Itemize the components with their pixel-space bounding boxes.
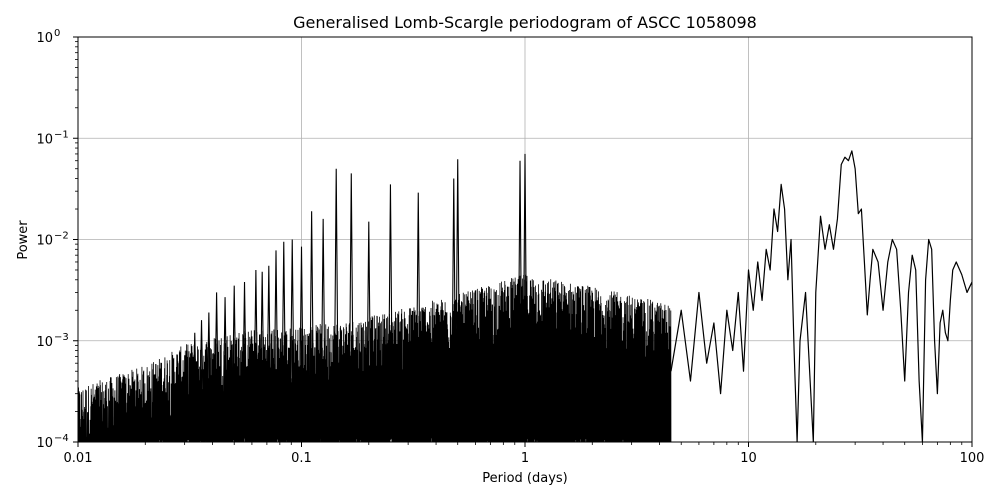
periodogram-peak [348,173,355,442]
y-tick-label: 10 [36,335,53,350]
periodogram-peak [198,320,205,442]
dense-noise-series [78,274,672,442]
periodogram-peak [231,285,237,442]
periodogram-peak [454,159,461,442]
periodogram-peak [289,239,295,442]
x-tick-label: 100 [960,451,985,466]
y-axis-label: Power [16,220,31,260]
y-tick-exponent: 0 [54,28,60,39]
periodogram-peak [206,312,212,442]
periodogram-peak [298,246,305,442]
y-tick-exponent: −2 [54,231,69,242]
x-axis-label: Period (days) [482,471,568,486]
long-period-series [670,150,972,442]
chart-title: Generalised Lomb-Scargle periodogram of … [293,13,757,32]
y-tick-exponent: −4 [54,433,69,444]
data-series [78,150,972,442]
periodogram-peak [281,241,287,442]
x-tick-label: 0.01 [64,451,93,466]
periodogram-peak [415,192,422,442]
y-tick-label: 10 [36,132,53,147]
periodogram-peak [320,218,326,442]
periodogram-peak [213,292,220,442]
periodogram-peak [517,160,523,442]
periodogram-peak [192,332,198,442]
periodogram-peak [308,211,315,442]
periodogram-peak [241,282,248,442]
periodogram-peak [451,178,457,442]
periodogram-peak [253,269,259,442]
periodogram-peak [266,265,272,442]
periodogram-peak [333,168,339,442]
x-tick-label: 10 [740,451,757,466]
y-tick-label: 10 [36,234,53,249]
periodogram-peak [366,221,372,442]
periodogram-peak [222,297,228,442]
periodogram-peak [387,184,394,442]
y-tick-exponent: −1 [54,129,69,140]
periodogram-peak [259,271,265,442]
periodogram-peak [522,153,528,442]
plot-area [78,150,972,442]
x-tick-label: 1 [521,451,529,466]
x-tick-label: 0.1 [291,451,312,466]
y-tick-label: 10 [36,31,53,46]
periodogram-peak [273,250,279,442]
y-tick-label: 10 [36,436,53,451]
y-tick-exponent: −3 [54,332,69,343]
